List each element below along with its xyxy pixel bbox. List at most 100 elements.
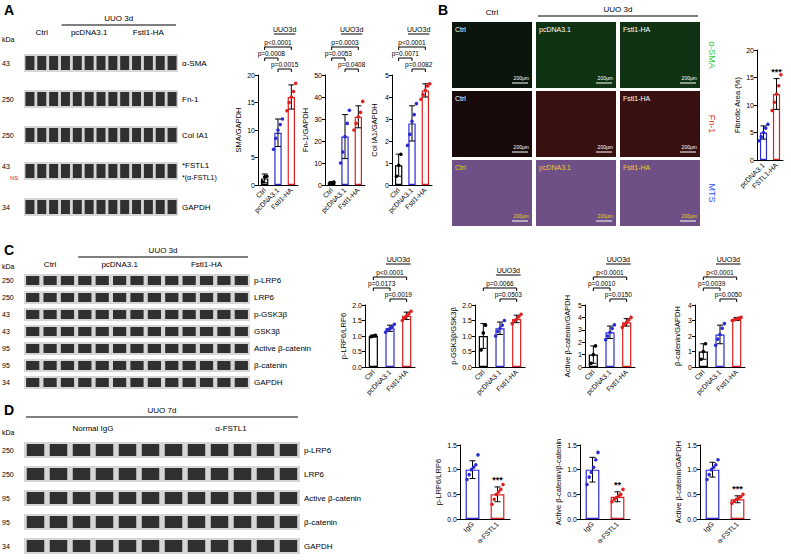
svg-text:p=0.0039: p=0.0039	[698, 280, 726, 288]
svg-text:p-LRP6/LRP6: p-LRP6/LRP6	[434, 459, 443, 505]
svg-text:1: 1	[578, 351, 582, 358]
svg-text:LRP6: LRP6	[254, 293, 275, 302]
svg-text:p=0.0003: p=0.0003	[331, 39, 359, 47]
svg-text:p=0.0066: p=0.0066	[486, 280, 514, 288]
svg-text:UUO 7d: UUO 7d	[148, 406, 177, 415]
svg-text:3: 3	[385, 116, 389, 123]
svg-text:Ctrl: Ctrl	[44, 260, 57, 269]
svg-text:p=0.0019: p=0.0019	[385, 291, 413, 299]
svg-text:UUO3d: UUO3d	[497, 267, 520, 274]
svg-text:p=0.0008: p=0.0008	[258, 50, 286, 58]
svg-text:α-FSTL1: α-FSTL1	[596, 520, 620, 544]
svg-text:p-GSK3β/GSK3β: p-GSK3β/GSK3β	[449, 307, 458, 365]
svg-text:β-catenin/GAPDH: β-catenin/GAPDH	[673, 306, 682, 366]
svg-text:Col IA1: Col IA1	[182, 131, 209, 140]
svg-text:4: 4	[578, 314, 582, 321]
svg-text:Active β-catenin: Active β-catenin	[254, 344, 311, 353]
svg-text:5: 5	[578, 302, 582, 309]
svg-text:Fstl1-HA: Fstl1-HA	[715, 368, 739, 392]
svg-text:2: 2	[578, 339, 582, 346]
svg-text:200μm: 200μm	[598, 75, 613, 81]
svg-text:200μm: 200μm	[682, 144, 697, 150]
svg-text:SMA/GAPDH: SMA/GAPDH	[234, 107, 243, 152]
svg-text:p-LRP6: p-LRP6	[304, 446, 332, 455]
svg-text:α-FSTL1: α-FSTL1	[476, 520, 500, 544]
svg-text:UUO3d: UUO3d	[407, 26, 430, 33]
svg-text:200μm: 200μm	[514, 75, 529, 81]
svg-text:p-LRP6: p-LRP6	[254, 276, 282, 285]
svg-text:Fstl1-HA: Fstl1-HA	[623, 164, 651, 171]
svg-text:Ctrl: Ctrl	[473, 368, 486, 381]
svg-text:p=0.0050: p=0.0050	[715, 291, 743, 299]
svg-text:Fstl1-HA: Fstl1-HA	[605, 368, 629, 392]
svg-text:p=0.0150: p=0.0150	[605, 291, 633, 299]
svg-text:α-FSTL1: α-FSTL1	[215, 424, 247, 433]
svg-text:0.0: 0.0	[687, 516, 697, 523]
svg-text:3: 3	[578, 326, 582, 333]
svg-text:β-catenin: β-catenin	[304, 518, 337, 527]
svg-text:A: A	[4, 2, 14, 18]
svg-text:200μm: 200μm	[514, 213, 529, 219]
svg-text:p=0.0173: p=0.0173	[368, 280, 396, 288]
svg-text:Fstl1-HA: Fstl1-HA	[495, 368, 519, 392]
svg-text:Fstl1-HA: Fstl1-HA	[385, 368, 409, 392]
svg-text:pcDNA3.1: pcDNA3.1	[539, 26, 571, 34]
svg-text:*(α-FSTL1): *(α-FSTL1)	[182, 174, 217, 182]
svg-text:p=0.0015: p=0.0015	[271, 61, 299, 69]
svg-text:GSK3β: GSK3β	[254, 327, 280, 336]
svg-text:30: 30	[314, 116, 322, 123]
svg-text:Ctrl: Ctrl	[583, 368, 596, 381]
svg-text:GAPDH: GAPDH	[182, 203, 211, 212]
svg-text:NS: NS	[10, 175, 18, 181]
svg-text:GAPDH: GAPDH	[304, 542, 333, 551]
svg-text:0.0: 0.0	[447, 516, 457, 523]
svg-text:LRP6: LRP6	[304, 470, 325, 479]
svg-text:UUO 3d: UUO 3d	[604, 5, 633, 14]
svg-text:Fstl1-HA: Fstl1-HA	[191, 260, 223, 269]
svg-text:43: 43	[2, 60, 10, 67]
svg-text:0.0: 0.0	[352, 364, 362, 371]
svg-text:pcDNA3.1: pcDNA3.1	[101, 260, 138, 269]
svg-text:Fstl1-HA: Fstl1-HA	[337, 186, 361, 210]
svg-text:4: 4	[385, 94, 389, 101]
svg-text:Fn-1: Fn-1	[707, 115, 717, 134]
svg-text:0.5: 0.5	[687, 491, 697, 498]
svg-text:250: 250	[2, 277, 14, 284]
svg-text:3: 3	[688, 317, 692, 324]
svg-text:43: 43	[2, 163, 10, 170]
svg-text:C: C	[4, 242, 14, 258]
svg-text:95: 95	[2, 495, 10, 502]
svg-text:Ctrl: Ctrl	[455, 26, 466, 33]
svg-text:10: 10	[314, 160, 322, 167]
svg-text:1.5: 1.5	[352, 317, 362, 324]
svg-text:***: ***	[771, 67, 782, 77]
svg-text:50: 50	[314, 72, 322, 79]
svg-text:Ctrl: Ctrl	[363, 368, 376, 381]
svg-text:p<0.0001: p<0.0001	[398, 39, 426, 47]
svg-text:p-GSK3β: p-GSK3β	[254, 310, 287, 319]
svg-text:p=0.0071: p=0.0071	[392, 50, 420, 58]
svg-text:0.5: 0.5	[567, 491, 577, 498]
svg-text:4: 4	[688, 302, 692, 309]
svg-text:Fstl1-HA: Fstl1-HA	[133, 28, 165, 37]
svg-text:UUO 3d: UUO 3d	[104, 14, 133, 23]
svg-text:Active β-catenin/GAPDH: Active β-catenin/GAPDH	[674, 441, 683, 523]
svg-text:Ctrl: Ctrl	[36, 28, 49, 37]
svg-text:1.5: 1.5	[447, 442, 457, 449]
svg-text:43: 43	[2, 328, 10, 335]
svg-text:pcDNA3.1: pcDNA3.1	[539, 164, 571, 172]
svg-text:Fn-1: Fn-1	[182, 95, 199, 104]
svg-text:5: 5	[750, 129, 754, 136]
svg-text:FSTL1-HA: FSTL1-HA	[751, 161, 780, 190]
svg-text:1.5: 1.5	[567, 442, 577, 449]
svg-text:0.5: 0.5	[447, 491, 457, 498]
svg-text:10: 10	[247, 127, 255, 134]
svg-text:1.5: 1.5	[462, 317, 472, 324]
svg-text:1.0: 1.0	[567, 466, 577, 473]
svg-text:200μm: 200μm	[682, 213, 697, 219]
svg-text:Ctrl: Ctrl	[486, 8, 499, 17]
svg-text:p=0.0408: p=0.0408	[338, 61, 366, 69]
svg-text:200μm: 200μm	[514, 144, 529, 150]
svg-text:34: 34	[2, 543, 10, 550]
svg-text:UUO3d: UUO3d	[607, 256, 630, 263]
